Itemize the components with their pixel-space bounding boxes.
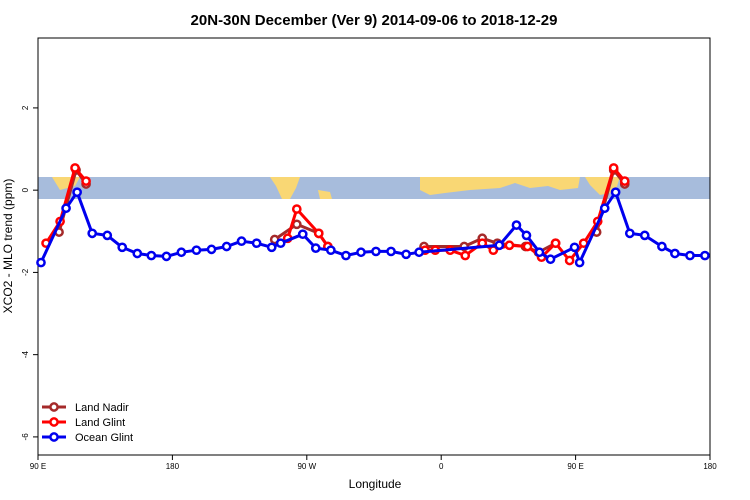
data-point — [401, 249, 411, 260]
x-tick-label: 180 — [166, 462, 180, 471]
land-patch — [318, 190, 332, 199]
data-point — [102, 230, 113, 241]
data-point — [191, 245, 202, 256]
data-point — [574, 257, 585, 268]
data-point — [670, 248, 680, 259]
data-point — [599, 203, 610, 214]
data-point — [564, 255, 575, 266]
data-point — [132, 248, 143, 259]
land-patch — [270, 177, 300, 199]
data-point — [275, 238, 286, 249]
x-tick-label: 90 W — [297, 462, 316, 471]
x-tick-label: 90 E — [30, 462, 46, 471]
y-tick-label: -2 — [21, 268, 30, 276]
data-point — [414, 247, 424, 258]
legend-label: Land Glint — [75, 417, 125, 429]
data-point — [313, 228, 324, 239]
plot-frame — [37, 37, 711, 456]
data-point — [266, 242, 277, 253]
data-point — [550, 238, 561, 249]
x-tick-label: 180 — [703, 462, 717, 471]
data-point — [521, 230, 532, 241]
data-point — [291, 204, 302, 214]
x-tick-label: 0 — [439, 462, 444, 471]
data-point — [341, 250, 351, 261]
data-point — [81, 176, 91, 186]
data-point — [87, 228, 98, 239]
data-point — [386, 246, 396, 257]
data-point — [619, 176, 630, 186]
data-point — [72, 187, 82, 198]
legend-marker — [49, 432, 59, 442]
data-point — [545, 254, 556, 265]
data-point — [206, 244, 217, 255]
x-tick-label: 90 E — [567, 462, 583, 471]
data-point — [494, 240, 505, 251]
data-point — [610, 187, 621, 198]
legend-label: Land Nadir — [75, 402, 129, 414]
data-point — [325, 245, 336, 256]
data-point — [685, 250, 695, 261]
data-point — [221, 241, 232, 252]
legend-label: Ocean Glint — [75, 432, 133, 444]
chart-title: 20N-30N December (Ver 9) 2014-09-06 to 2… — [191, 12, 558, 29]
y-tick-label: -6 — [21, 433, 30, 441]
data-point — [624, 228, 635, 239]
data-point — [70, 163, 80, 173]
data-point — [371, 246, 381, 257]
data-point — [511, 220, 522, 230]
x-axis-label: Longitude — [349, 477, 402, 491]
land-patch — [420, 177, 580, 195]
data-point — [117, 242, 128, 253]
data-point — [608, 163, 619, 173]
data-point — [61, 203, 71, 214]
data-point — [460, 250, 471, 261]
data-point — [569, 242, 580, 253]
legend-marker — [49, 402, 59, 412]
data-point — [504, 240, 515, 251]
y-tick-label: 2 — [21, 105, 30, 110]
data-point — [176, 247, 187, 258]
data-point — [700, 250, 710, 261]
data-point — [657, 241, 667, 252]
data-point — [522, 241, 533, 252]
data-point — [146, 250, 157, 261]
data-point — [639, 230, 650, 241]
data-point — [236, 236, 247, 247]
map-band — [38, 177, 710, 199]
data-point — [356, 247, 366, 258]
data-point — [534, 247, 545, 258]
data-point — [161, 251, 172, 262]
data-point — [36, 257, 46, 268]
data-point — [297, 229, 308, 240]
legend-marker — [49, 417, 59, 427]
y-axis-label: XCO2 - MLO trend (ppm) — [1, 179, 15, 314]
y-tick-label: -4 — [21, 351, 30, 359]
data-point — [310, 243, 321, 253]
data-point — [251, 238, 262, 249]
y-tick-label: 0 — [21, 187, 30, 192]
